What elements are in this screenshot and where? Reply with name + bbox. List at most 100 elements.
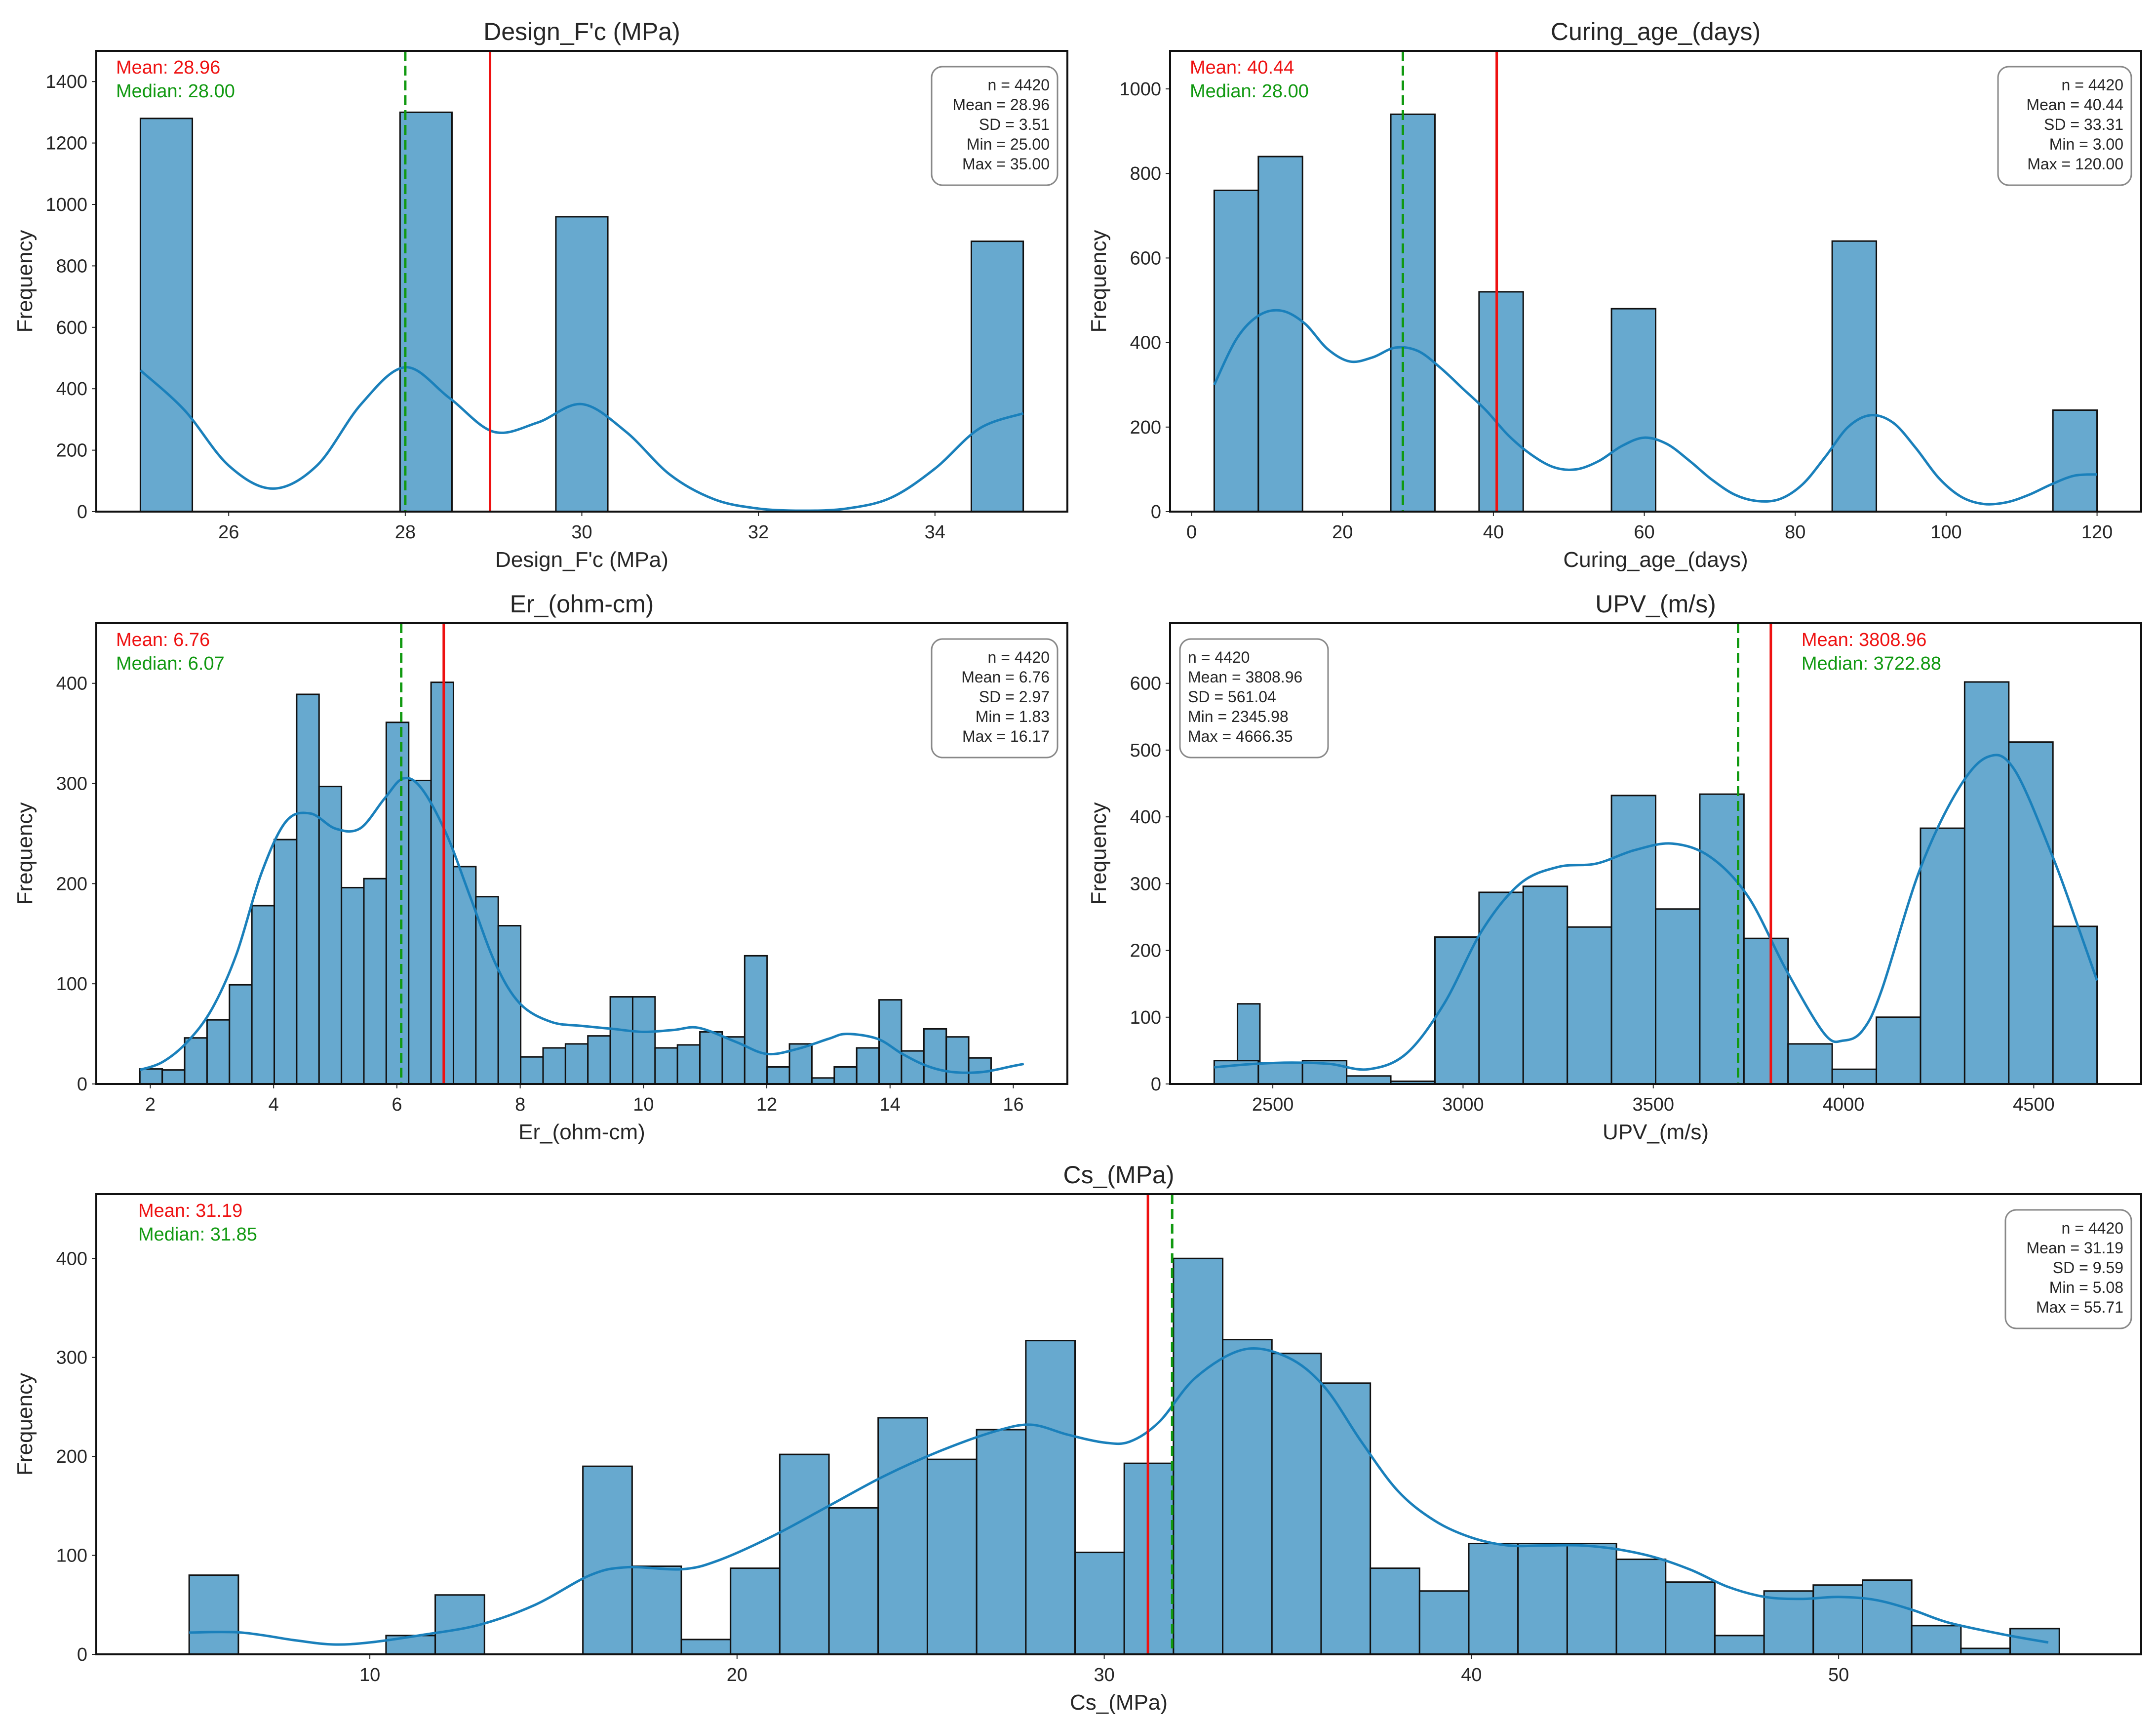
histogram-bar bbox=[730, 1567, 781, 1655]
median-annotation: Median: 31.85 bbox=[138, 1224, 257, 1245]
x-tick-label: 26 bbox=[218, 522, 239, 543]
kde-curve bbox=[189, 1347, 2049, 1646]
stats-line: Max = 35.00 bbox=[962, 155, 1050, 173]
stats-line: Min = 3.00 bbox=[2049, 135, 2123, 153]
histogram-bar bbox=[680, 1639, 732, 1655]
x-tick-label: 0 bbox=[1186, 522, 1197, 543]
histogram-bar bbox=[856, 1047, 880, 1085]
histogram-bar bbox=[542, 1047, 566, 1085]
median-annotation: Median: 28.00 bbox=[1190, 81, 1309, 102]
plot-frame bbox=[95, 1193, 2142, 1655]
histogram-bar bbox=[408, 779, 432, 1085]
y-tick-label: 100 bbox=[56, 974, 87, 995]
histogram-bar bbox=[1812, 1584, 1864, 1655]
x-axis-label: Design_F'c (MPa) bbox=[495, 548, 668, 572]
x-tick-label: 14 bbox=[880, 1094, 901, 1115]
x-tick-label: 34 bbox=[925, 522, 945, 543]
histogram-bar bbox=[1434, 936, 1480, 1085]
histogram-bar bbox=[654, 1047, 678, 1085]
y-axis-label: Frequency bbox=[13, 802, 37, 905]
stats-line: SD = 2.97 bbox=[979, 688, 1050, 706]
stats-box bbox=[1179, 638, 1329, 759]
stats-line: Min = 5.08 bbox=[2049, 1279, 2123, 1296]
histogram-bar bbox=[1468, 1543, 1519, 1655]
y-tick-label: 400 bbox=[56, 1248, 87, 1269]
x-tick-label: 50 bbox=[1828, 1665, 1849, 1685]
x-tick-label: 4000 bbox=[1823, 1094, 1865, 1115]
histogram-bar bbox=[766, 1066, 790, 1085]
histogram-bar bbox=[1346, 1075, 1392, 1085]
plot-frame bbox=[1169, 622, 2142, 1085]
histogram-bar bbox=[1478, 891, 1524, 1085]
histogram-bar bbox=[2052, 409, 2098, 513]
x-tick-label: 4500 bbox=[2013, 1094, 2055, 1115]
x-tick-label: 12 bbox=[756, 1094, 777, 1115]
chart-title: Er_(ohm-cm) bbox=[510, 590, 654, 618]
histogram-bar bbox=[1655, 908, 1701, 1085]
histogram-bar bbox=[188, 1574, 239, 1655]
histogram-bar bbox=[564, 1043, 589, 1085]
histogram-bar bbox=[779, 1453, 830, 1655]
histogram-bar bbox=[161, 1069, 186, 1085]
y-tick-label: 600 bbox=[1130, 248, 1161, 269]
x-tick-label: 60 bbox=[1634, 522, 1654, 543]
histogram-bar bbox=[1478, 291, 1524, 513]
histogram-bar bbox=[1920, 827, 1965, 1085]
mean-annotation: Mean: 31.19 bbox=[138, 1201, 242, 1221]
histogram-bar bbox=[1862, 1579, 1913, 1655]
stats-line: Mean = 6.76 bbox=[961, 668, 1050, 686]
histogram-bar bbox=[1320, 1382, 1372, 1655]
chart-panel-2: Curing_age_(days) Curing_age_(days) Freque… bbox=[1087, 18, 2142, 572]
x-tick-label: 2500 bbox=[1252, 1094, 1294, 1115]
kde-curve bbox=[1213, 309, 2097, 506]
y-tick-label: 0 bbox=[77, 1074, 87, 1095]
x-tick-label: 10 bbox=[359, 1665, 380, 1685]
y-tick-label: 0 bbox=[1151, 502, 1161, 522]
y-tick-label: 400 bbox=[1130, 333, 1161, 354]
y-tick-label: 400 bbox=[56, 674, 87, 694]
stats-line: Max = 120.00 bbox=[2027, 155, 2123, 173]
y-tick-label: 800 bbox=[1130, 163, 1161, 184]
x-tick-label: 8 bbox=[515, 1094, 525, 1115]
stats-line: Min = 25.00 bbox=[967, 135, 1050, 153]
histogram-bar bbox=[1257, 1062, 1303, 1085]
histogram-bar bbox=[555, 216, 609, 513]
stats-box bbox=[931, 638, 1058, 759]
histogram-bar bbox=[1787, 1043, 1833, 1085]
stats-box bbox=[931, 66, 1058, 186]
y-tick-label: 300 bbox=[56, 774, 87, 795]
histogram-bar bbox=[1213, 189, 1259, 513]
histogram-bar bbox=[609, 996, 633, 1085]
plot-frame bbox=[95, 50, 1068, 513]
x-tick-label: 100 bbox=[1930, 522, 1961, 543]
histogram-bar bbox=[1831, 1068, 1878, 1085]
histogram-bar bbox=[1615, 1559, 1667, 1655]
stats-line: SD = 33.31 bbox=[2044, 116, 2123, 133]
stats-line: Min = 1.83 bbox=[976, 708, 1050, 725]
histogram-bar bbox=[1963, 681, 2010, 1085]
plot-frame bbox=[1169, 50, 2142, 513]
y-tick-label: 800 bbox=[56, 256, 87, 277]
histogram-bar bbox=[274, 839, 298, 1085]
histogram-bar bbox=[296, 693, 320, 1085]
y-tick-label: 200 bbox=[56, 441, 87, 461]
median-annotation: Median: 28.00 bbox=[116, 81, 235, 102]
kde-curve bbox=[139, 777, 1024, 1074]
histogram-bar bbox=[206, 1019, 231, 1085]
median-annotation: Median: 3722.88 bbox=[1802, 653, 1941, 674]
stats-line: Mean = 28.96 bbox=[952, 96, 1050, 114]
x-tick-label: 3500 bbox=[1632, 1094, 1674, 1115]
x-tick-label: 32 bbox=[748, 522, 769, 543]
histogram-bar bbox=[1763, 1590, 1814, 1655]
stats-line: Max = 4666.35 bbox=[1188, 727, 1293, 745]
kde-curve bbox=[139, 366, 1024, 512]
histogram-bar bbox=[184, 1037, 208, 1085]
stats-box bbox=[2004, 1209, 2132, 1329]
histogram-bar bbox=[970, 240, 1024, 513]
histogram-bar bbox=[1566, 1543, 1617, 1655]
stats-box bbox=[1997, 66, 2132, 186]
plot-frame bbox=[95, 622, 1068, 1085]
histogram-bar bbox=[1911, 1625, 1962, 1655]
stats-line: n = 4420 bbox=[2062, 76, 2123, 94]
